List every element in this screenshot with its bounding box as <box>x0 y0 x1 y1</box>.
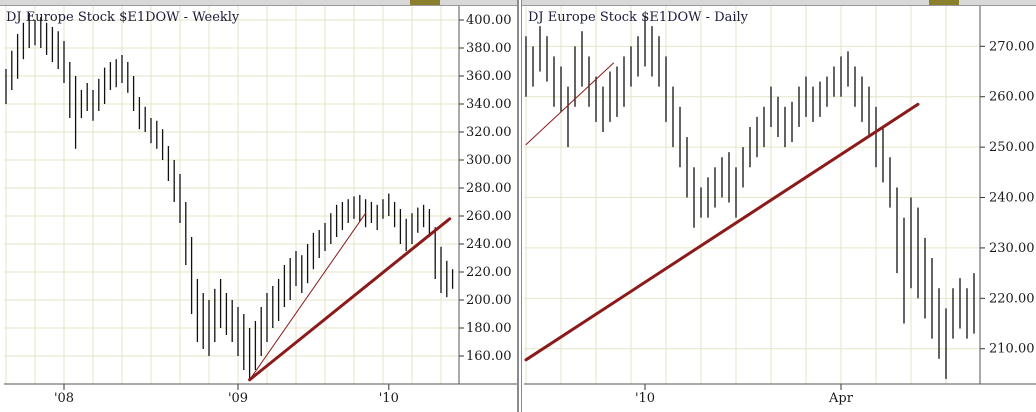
panel-toolbar <box>0 0 517 6</box>
y-tick-label: 250.00 <box>989 140 1035 155</box>
weekly-chart-panel: 160.00 180.00 200.00 220.00 240.00 260.00 280.… <box>0 0 519 412</box>
chart-title: DJ Europe Stock $E1DOW - Weekly <box>6 10 240 25</box>
x-tick-label: '08 <box>54 391 74 406</box>
y-tick-label: 280.00 <box>466 181 512 196</box>
y-tick-label: 270.00 <box>989 39 1035 54</box>
x-tick-label: '09 <box>228 391 248 406</box>
y-tick-label: 230.00 <box>989 241 1035 256</box>
y-tick-label: 360.00 <box>466 69 512 84</box>
y-tick-label: 380.00 <box>466 41 512 56</box>
y-tick-label: 240.00 <box>989 191 1035 206</box>
y-tick-label: 180.00 <box>466 321 512 336</box>
y-tick-label: 210.00 <box>989 342 1035 357</box>
y-tick-label: 220.00 <box>989 291 1035 306</box>
x-tick-label: '10 <box>379 391 399 406</box>
y-tick-label: 300.00 <box>466 153 512 168</box>
x-tick-label: Apr <box>828 391 854 406</box>
trend-line <box>525 62 614 146</box>
y-tick-label: 400.00 <box>466 13 512 28</box>
toolbar-marker[interactable] <box>929 0 959 5</box>
y-tick-label: 160.00 <box>466 349 512 364</box>
plot-area <box>524 6 980 384</box>
trend-line <box>248 217 452 382</box>
daily-price-chart: 210.00 220.00 230.00 240.00 250.00 260.00 270.… <box>524 6 1036 406</box>
weekly-price-chart: 160.00 180.00 200.00 220.00 240.00 260.00 280.… <box>4 6 517 406</box>
trend-line <box>249 212 367 381</box>
x-tick-label: '10 <box>635 391 655 406</box>
daily-chart-panel: 210.00 220.00 230.00 240.00 250.00 260.00 270.… <box>521 0 1036 412</box>
chart-title: DJ Europe Stock $E1DOW - Daily <box>528 10 749 25</box>
y-tick-label: 200.00 <box>466 293 512 308</box>
y-tick-label: 260.00 <box>466 209 512 224</box>
y-tick-label: 340.00 <box>466 97 512 112</box>
trend-line <box>524 102 920 362</box>
y-tick-label: 220.00 <box>466 265 512 280</box>
panel-toolbar <box>522 0 1036 6</box>
y-tick-label: 240.00 <box>466 237 512 252</box>
plot-area <box>4 6 459 384</box>
y-tick-label: 320.00 <box>466 125 512 140</box>
toolbar-marker[interactable] <box>410 0 440 5</box>
y-tick-label: 260.00 <box>989 90 1035 105</box>
